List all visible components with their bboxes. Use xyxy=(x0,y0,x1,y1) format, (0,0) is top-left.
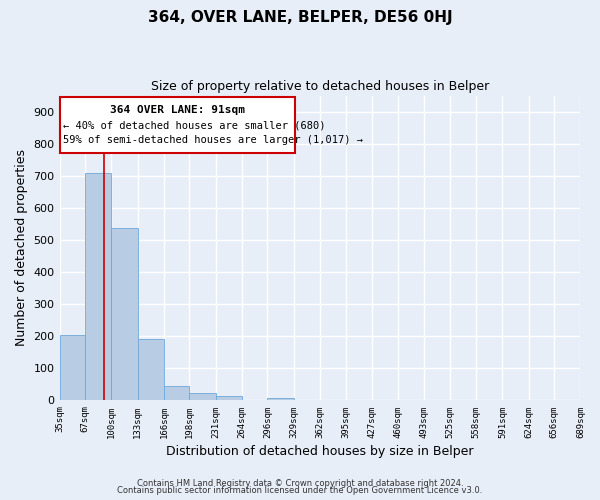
Bar xyxy=(85,172,112,400)
Text: Contains public sector information licensed under the Open Government Licence v3: Contains public sector information licen… xyxy=(118,486,482,495)
Bar xyxy=(268,398,294,400)
Text: 59% of semi-detached houses are larger (1,017) →: 59% of semi-detached houses are larger (… xyxy=(63,136,363,145)
Bar xyxy=(59,335,85,400)
Text: Contains HM Land Registry data © Crown copyright and database right 2024.: Contains HM Land Registry data © Crown c… xyxy=(137,478,463,488)
FancyBboxPatch shape xyxy=(59,97,295,154)
Bar xyxy=(190,392,215,400)
Text: ← 40% of detached houses are smaller (680): ← 40% of detached houses are smaller (68… xyxy=(63,120,325,130)
Text: 364 OVER LANE: 91sqm: 364 OVER LANE: 91sqm xyxy=(110,104,245,115)
Bar xyxy=(215,396,242,400)
Bar xyxy=(137,339,164,400)
Text: 364, OVER LANE, BELPER, DE56 0HJ: 364, OVER LANE, BELPER, DE56 0HJ xyxy=(148,10,452,25)
X-axis label: Distribution of detached houses by size in Belper: Distribution of detached houses by size … xyxy=(166,444,474,458)
Bar xyxy=(112,228,137,400)
Title: Size of property relative to detached houses in Belper: Size of property relative to detached ho… xyxy=(151,80,489,93)
Bar xyxy=(164,386,190,400)
Y-axis label: Number of detached properties: Number of detached properties xyxy=(15,150,28,346)
